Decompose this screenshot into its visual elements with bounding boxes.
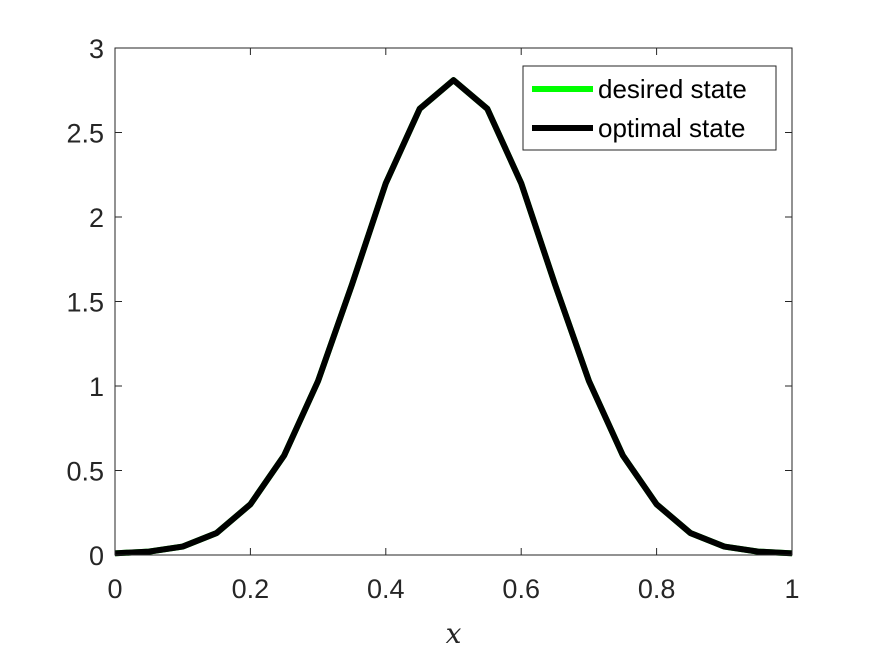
x-axis-label: x [446, 617, 462, 650]
y-tick-label: 1 [89, 372, 104, 402]
y-tick-label: 2.5 [66, 119, 104, 149]
x-tick-label: 1 [784, 574, 799, 604]
x-tick-label: 0.4 [367, 574, 405, 604]
x-tick-label: 0 [107, 574, 122, 604]
legend-box [522, 65, 777, 151]
x-tick-label: 0.8 [638, 574, 676, 604]
y-tick-label: 1.5 [66, 288, 104, 318]
legend-label: optimal state [598, 113, 745, 143]
legend-label: desired state [598, 74, 747, 104]
y-tick-label: 0.5 [66, 457, 104, 487]
y-tick-label: 3 [89, 34, 104, 64]
axes-layer: 0 0.2 0.4 0.6 0.8 1 0 0.5 1 1.5 2 2.5 3 [66, 34, 799, 604]
series-line-optimal-state [114, 77, 793, 557]
x-tick-label: 0.6 [502, 574, 540, 604]
y-tick-label: 2 [89, 203, 104, 233]
series-layer [114, 77, 793, 557]
x-tick-label: 0.2 [232, 574, 270, 604]
legend: desired state optimal state [522, 65, 777, 151]
y-tick-label: 0 [89, 541, 104, 571]
